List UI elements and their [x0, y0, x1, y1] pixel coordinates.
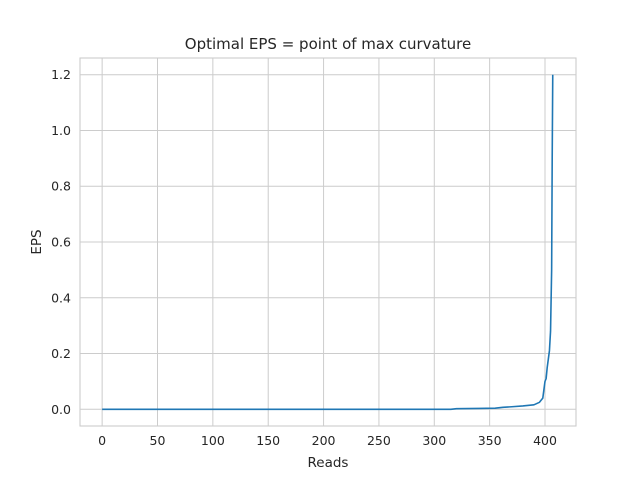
x-tick-label: 250 — [367, 433, 391, 448]
plot-frame — [79, 57, 577, 427]
x-tick-label: 100 — [201, 433, 225, 448]
x-tick-label: 200 — [312, 433, 336, 448]
chart-title: Optimal EPS = point of max curvature — [185, 35, 471, 53]
x-axis-label: Reads — [308, 455, 349, 471]
series-layer — [102, 74, 554, 411]
y-tick-label: 1.2 — [51, 67, 71, 82]
y-tick-label: 0.6 — [51, 235, 71, 250]
y-axis-ticks: 0.0 0.2 0.4 0.6 0.8 1.0 1.2 — [51, 67, 71, 417]
x-tick-label: 50 — [150, 433, 166, 448]
x-tick-label: 300 — [422, 433, 446, 448]
series-line — [102, 74, 554, 411]
y-tick-label: 0.2 — [51, 346, 71, 361]
x-axis-ticks: 0 50 100 150 200 250 300 350 400 — [98, 433, 557, 448]
grid — [80, 58, 576, 426]
y-tick-label: 0.0 — [51, 402, 71, 417]
y-tick-label: 0.8 — [51, 179, 71, 194]
x-tick-label: 350 — [478, 433, 502, 448]
y-tick-label: 0.4 — [51, 290, 71, 305]
y-axis-label: EPS — [29, 229, 45, 254]
y-tick-label: 1.0 — [51, 123, 71, 138]
x-tick-label: 400 — [533, 433, 557, 448]
x-tick-label: 150 — [256, 433, 280, 448]
x-tick-label: 0 — [98, 433, 106, 448]
